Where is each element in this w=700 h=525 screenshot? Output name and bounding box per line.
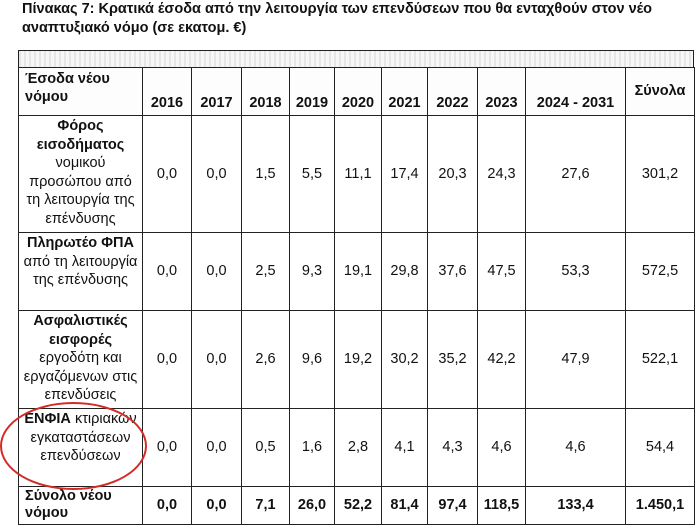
cell-value: 35,2 [427, 310, 478, 409]
total-cell: 7,1 [241, 486, 290, 525]
row-label-bold: Ασφαλιστικές εισφορές [33, 313, 128, 348]
cell-value: 42,2 [477, 310, 526, 409]
header-row: Έσοδα νέου νόμου 2016 2017 2018 2019 202… [18, 67, 695, 116]
header-year: 2023 [477, 67, 526, 116]
header-year: 2019 [289, 67, 335, 116]
cell-value: 5,5 [289, 115, 335, 233]
cell-value: 1,5 [241, 115, 290, 233]
cell-value: 0,0 [191, 115, 242, 233]
header-year: 2022 [427, 67, 478, 116]
row-label: Ασφαλιστικές εισφορές εργοδότη και εργαζ… [18, 310, 143, 409]
revenue-table-container: Έσοδα νέου νόμου 2016 2017 2018 2019 202… [18, 50, 695, 525]
cell-value: 29,8 [381, 232, 428, 311]
grand-total-cell: 1.450,1 [625, 486, 695, 525]
header-year: 2020 [334, 67, 382, 116]
cell-value: 19,1 [334, 232, 382, 311]
row-label-rest: νομικού προσώπου από τη λειτουργία της ε… [26, 155, 135, 227]
table-caption: Πίνακας 7: Κρατικά έσοδα από την λειτουρ… [22, 1, 653, 36]
row-label-bold: ΕΝΦΙΑ [24, 411, 71, 427]
row-label: Πληρωτέο ΦΠΑ από τη λειτουργία της επένδ… [18, 232, 143, 311]
total-cell: 0,0 [191, 486, 242, 525]
cell-value: 24,3 [477, 115, 526, 233]
cell-value: 4,1 [381, 408, 428, 487]
header-year: 2016 [142, 67, 192, 116]
cell-total: 54,4 [625, 408, 695, 487]
table-row: Ασφαλιστικές εισφορές εργοδότη και εργαζ… [18, 310, 695, 409]
revenue-table: Έσοδα νέου νόμου 2016 2017 2018 2019 202… [18, 67, 695, 525]
header-year: 2024 - 2031 [525, 67, 626, 116]
cell-value: 9,6 [289, 310, 335, 409]
cell-value: 0,0 [142, 232, 192, 311]
cell-value: 0,0 [191, 232, 242, 311]
total-row: Σύνολο νέου νόμου 0,0 0,0 7,1 26,0 52,2 … [18, 486, 695, 525]
total-row-label: Σύνολο νέου νόμου [18, 486, 143, 525]
cell-value: 11,1 [334, 115, 382, 233]
total-cell: 133,4 [525, 486, 626, 525]
total-cell: 0,0 [142, 486, 192, 525]
cell-value: 9,3 [289, 232, 335, 311]
total-cell: 97,4 [427, 486, 478, 525]
cell-value: 4,6 [477, 408, 526, 487]
total-label-line2: νόμου [25, 505, 69, 521]
row-label: Φόρος εισοδήματος νομικού προσώπου από τ… [18, 115, 143, 233]
total-label-line1: Σύνολο νέου [25, 488, 112, 504]
header-corner-line1: Έσοδα νέου [25, 71, 110, 87]
cell-value: 2,5 [241, 232, 290, 311]
cell-value: 1,6 [289, 408, 335, 487]
header-corner: Έσοδα νέου νόμου [18, 67, 143, 116]
cell-value: 4,3 [427, 408, 478, 487]
row-label-bold: Φόρος εισοδήματος [36, 118, 125, 153]
header-year: 2018 [241, 67, 290, 116]
cell-value: 0,0 [191, 310, 242, 409]
cell-value: 0,0 [142, 408, 192, 487]
cell-value: 37,6 [427, 232, 478, 311]
cell-value: 19,2 [334, 310, 382, 409]
table-row: ΕΝΦΙΑ κτιριακών εγκαταστάσεων επενδύσεων… [18, 408, 695, 487]
table-row: Φόρος εισοδήματος νομικού προσώπου από τ… [18, 115, 695, 233]
cell-value: 0,0 [191, 408, 242, 487]
row-label-rest: κτιριακών εγκαταστάσεων επενδύσεων [30, 411, 137, 464]
table-row: Πληρωτέο ΦΠΑ από τη λειτουργία της επένδ… [18, 232, 695, 311]
cell-value: 20,3 [427, 115, 478, 233]
cell-value: 0,0 [142, 115, 192, 233]
header-strip [18, 50, 694, 67]
total-cell: 52,2 [334, 486, 382, 525]
total-cell: 26,0 [289, 486, 335, 525]
cell-value: 53,3 [525, 232, 626, 311]
cell-value: 0,5 [241, 408, 290, 487]
header-year: 2017 [191, 67, 242, 116]
total-cell: 118,5 [477, 486, 526, 525]
cell-value: 4,6 [525, 408, 626, 487]
cell-total: 301,2 [625, 115, 695, 233]
cell-value: 30,2 [381, 310, 428, 409]
row-label-bold: Πληρωτέο ΦΠΑ [27, 235, 134, 251]
row-label-rest: εργοδότη και εργαζόμενων στις επενδύσεις [23, 350, 138, 403]
cell-value: 0,0 [142, 310, 192, 409]
cell-total: 522,1 [625, 310, 695, 409]
header-total: Σύνολα [625, 67, 695, 116]
cell-value: 2,8 [334, 408, 382, 487]
cell-value: 47,9 [525, 310, 626, 409]
row-label: ΕΝΦΙΑ κτιριακών εγκαταστάσεων επενδύσεων [18, 408, 143, 487]
cell-value: 27,6 [525, 115, 626, 233]
cell-value: 47,5 [477, 232, 526, 311]
cell-value: 2,6 [241, 310, 290, 409]
header-year: 2021 [381, 67, 428, 116]
total-cell: 81,4 [381, 486, 428, 525]
row-label-rest: από τη λειτουργία της επένδυσης [23, 253, 138, 289]
cell-value: 17,4 [381, 115, 428, 233]
header-corner-line2: νόμου [25, 89, 69, 105]
cell-total: 572,5 [625, 232, 695, 311]
